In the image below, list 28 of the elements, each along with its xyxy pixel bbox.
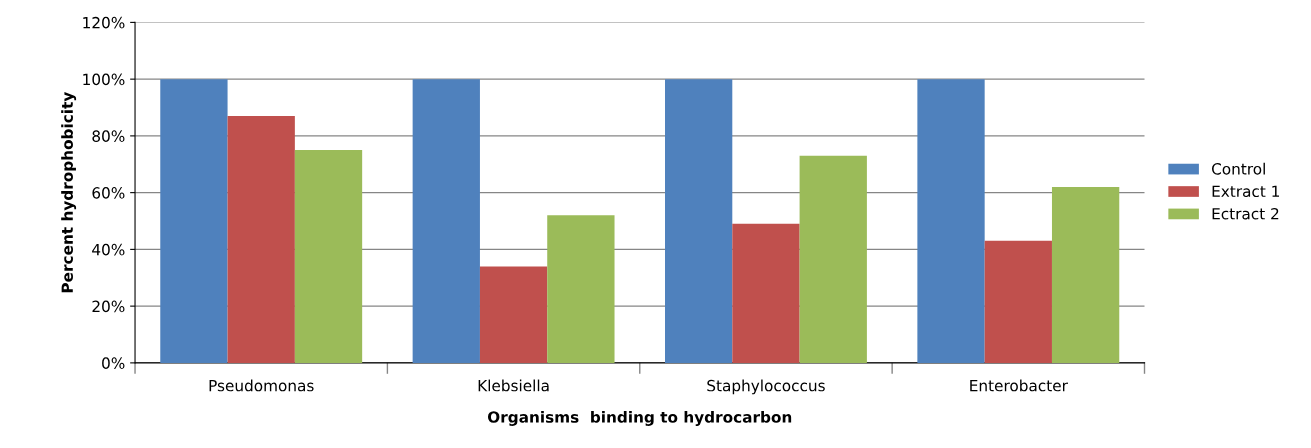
bar <box>547 215 615 363</box>
x-tick-label: Enterobacter <box>970 379 1068 392</box>
x-tick-label: Staphylococcus <box>707 379 825 395</box>
y-axis-title: Percent hydrophobicity <box>61 91 77 293</box>
bar <box>294 150 363 363</box>
legend-label: Extract 1 <box>1212 185 1280 198</box>
x-tick-label: Klebsiella <box>478 379 549 392</box>
y-tick-label: 20% <box>92 300 125 313</box>
bar <box>412 79 480 363</box>
bar <box>160 79 228 363</box>
bar <box>984 240 1052 363</box>
bar <box>1051 186 1120 363</box>
bar <box>799 155 867 363</box>
y-tick-label: 0% <box>102 357 125 369</box>
x-tick-label: Pseudomonas <box>209 379 314 392</box>
legend-label: Control <box>1211 162 1265 175</box>
y-tick-label: 40% <box>92 243 125 256</box>
bar <box>479 266 548 363</box>
bar <box>227 116 295 363</box>
y-tick-label: 80% <box>92 130 125 142</box>
legend-label: Ectract 2 <box>1212 207 1279 220</box>
y-tick-label: 120% <box>83 16 125 29</box>
x-axis-title: Organisms binding to hydrocarbon <box>487 411 792 426</box>
bar <box>917 79 985 363</box>
bar <box>732 223 800 363</box>
y-tick-label: 60% <box>92 187 125 199</box>
y-tick-label: 100% <box>83 73 125 86</box>
bar <box>665 79 733 363</box>
